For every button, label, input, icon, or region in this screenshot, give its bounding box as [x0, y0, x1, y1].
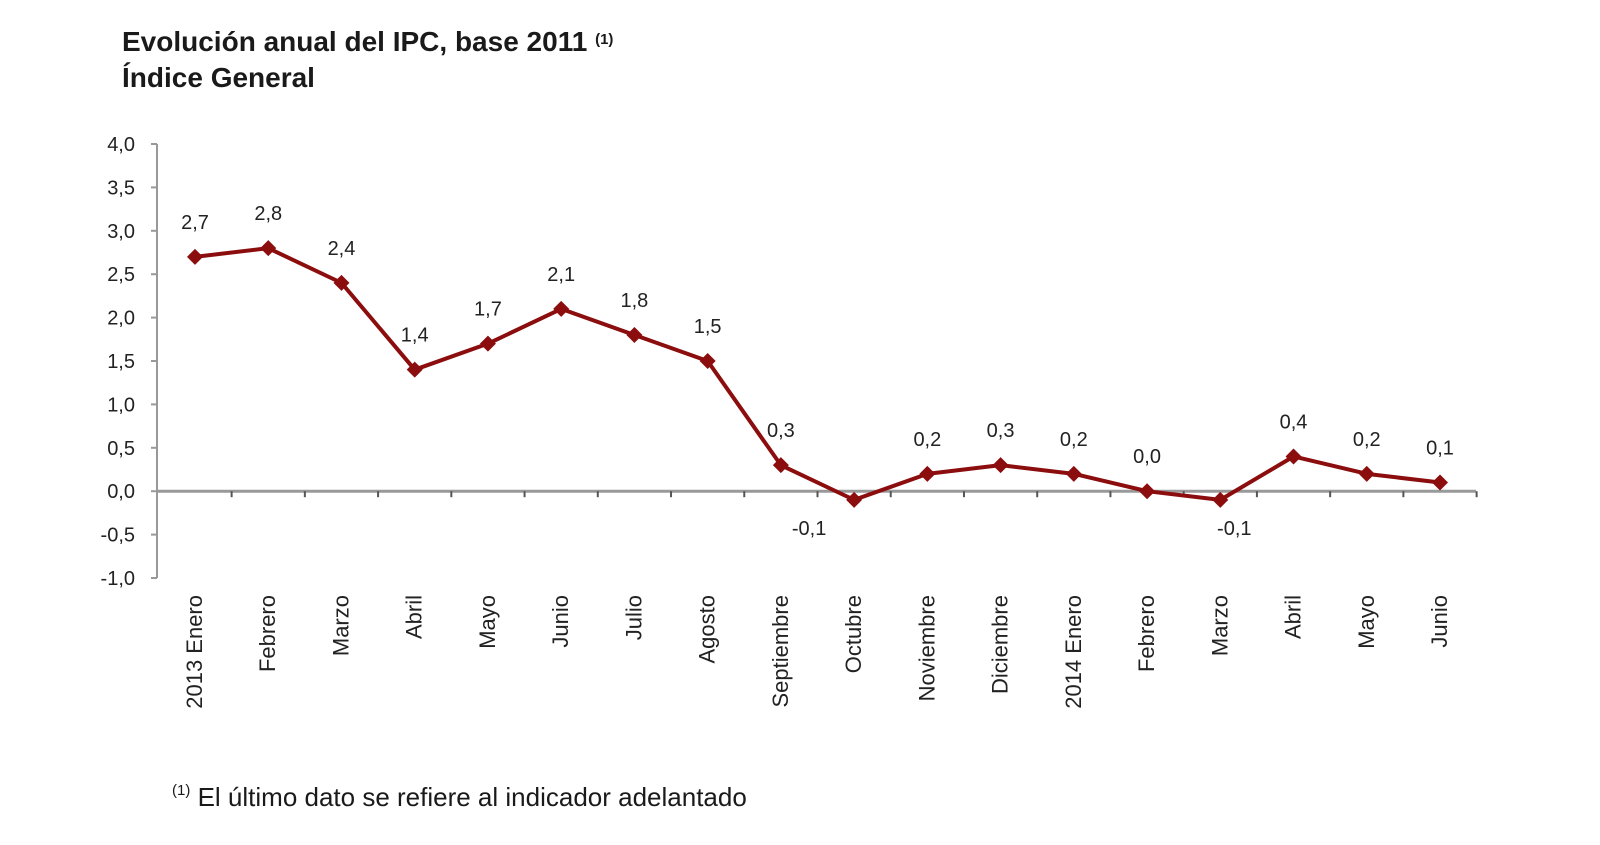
x-tick-label: 2014 Enero: [1061, 595, 1086, 709]
data-point-marker: [1358, 465, 1375, 482]
y-tick-label: 4,0: [107, 134, 135, 156]
data-label: 0,2: [1353, 429, 1381, 451]
data-label: 1,5: [694, 316, 722, 338]
x-tick-label: Junio: [1427, 595, 1452, 648]
y-tick-label: 2,5: [107, 264, 135, 286]
data-label: 1,8: [621, 290, 649, 312]
data-point-marker: [406, 361, 423, 378]
x-tick-label: Febrero: [255, 595, 280, 672]
title-footnote-mark: (1): [595, 31, 614, 48]
y-tick-label: 0,0: [107, 481, 135, 503]
data-label: 2,7: [181, 212, 209, 234]
data-label: 1,4: [401, 325, 429, 347]
chart-title-block: Evolución anual del IPC, base 2011 (1) Í…: [122, 24, 613, 96]
y-tick-label: 0,5: [107, 438, 135, 460]
data-point-marker: [992, 457, 1009, 474]
x-tick-label: Septiembre: [768, 595, 793, 708]
data-point-marker: [333, 274, 350, 291]
x-tick-label: Junio: [548, 595, 573, 648]
data-label: 0,2: [913, 429, 941, 451]
x-tick-label: Abril: [402, 595, 427, 639]
data-point-marker: [1065, 465, 1082, 482]
data-point-marker: [260, 240, 277, 257]
footnote: (1) El último dato se refiere al indicad…: [172, 782, 747, 813]
data-label: 0,0: [1133, 446, 1161, 468]
x-tick-label: Agosto: [695, 595, 720, 664]
data-point-marker: [699, 353, 716, 369]
data-label: -0,1: [1217, 518, 1251, 540]
y-tick-label: 2,0: [107, 308, 135, 330]
data-point-marker: [553, 300, 570, 317]
data-label: -0,1: [792, 518, 826, 540]
x-tick-label: Mayo: [1354, 595, 1379, 649]
data-label: 1,7: [474, 299, 502, 321]
data-label: 2,1: [547, 264, 575, 286]
data-point-marker: [479, 335, 496, 352]
x-tick-label: Diciembre: [988, 595, 1013, 694]
data-label: 0,2: [1060, 429, 1088, 451]
x-tick-label: Abril: [1281, 595, 1306, 639]
x-tick-label: Octubre: [841, 595, 866, 673]
data-point-marker: [626, 326, 643, 343]
x-tick-label: Mayo: [475, 595, 500, 649]
data-label: 2,4: [328, 238, 356, 260]
x-tick-label: 2013 Enero: [182, 595, 207, 709]
y-tick-label: 1,5: [107, 351, 135, 373]
data-point-marker: [846, 491, 863, 508]
y-tick-label: 1,0: [107, 394, 135, 416]
y-tick-label: 3,0: [107, 221, 135, 243]
footnote-mark: (1): [172, 782, 191, 799]
data-label: 0,3: [987, 420, 1015, 442]
footnote-text: El último dato se refiere al indicador a…: [197, 782, 747, 812]
data-label: 0,3: [767, 420, 795, 442]
x-tick-label: Febrero: [1134, 595, 1159, 672]
y-tick-label: 3,5: [107, 177, 135, 199]
data-point-marker: [187, 248, 203, 265]
data-point-marker: [1285, 448, 1302, 465]
data-label: 0,1: [1426, 438, 1454, 460]
data-point-marker: [1139, 483, 1156, 500]
data-point-marker: [919, 465, 936, 482]
x-tick-label: Marzo: [328, 595, 353, 656]
x-tick-label: Noviembre: [914, 595, 939, 701]
series-line: [194, 246, 1441, 502]
chart-subtitle: Índice General: [122, 62, 315, 93]
data-label: 0,4: [1280, 411, 1308, 433]
y-tick-label: -1,0: [101, 568, 135, 590]
data-point-marker: [1432, 474, 1448, 491]
data-point-marker: [1212, 491, 1229, 508]
x-tick-label: Julio: [621, 595, 646, 640]
data-label: 2,8: [254, 203, 282, 225]
y-tick-label: -0,5: [101, 525, 135, 547]
data-point-marker: [772, 457, 789, 474]
x-tick-label: Marzo: [1207, 595, 1232, 656]
chart-title: Evolución anual del IPC, base 2011: [122, 26, 588, 57]
